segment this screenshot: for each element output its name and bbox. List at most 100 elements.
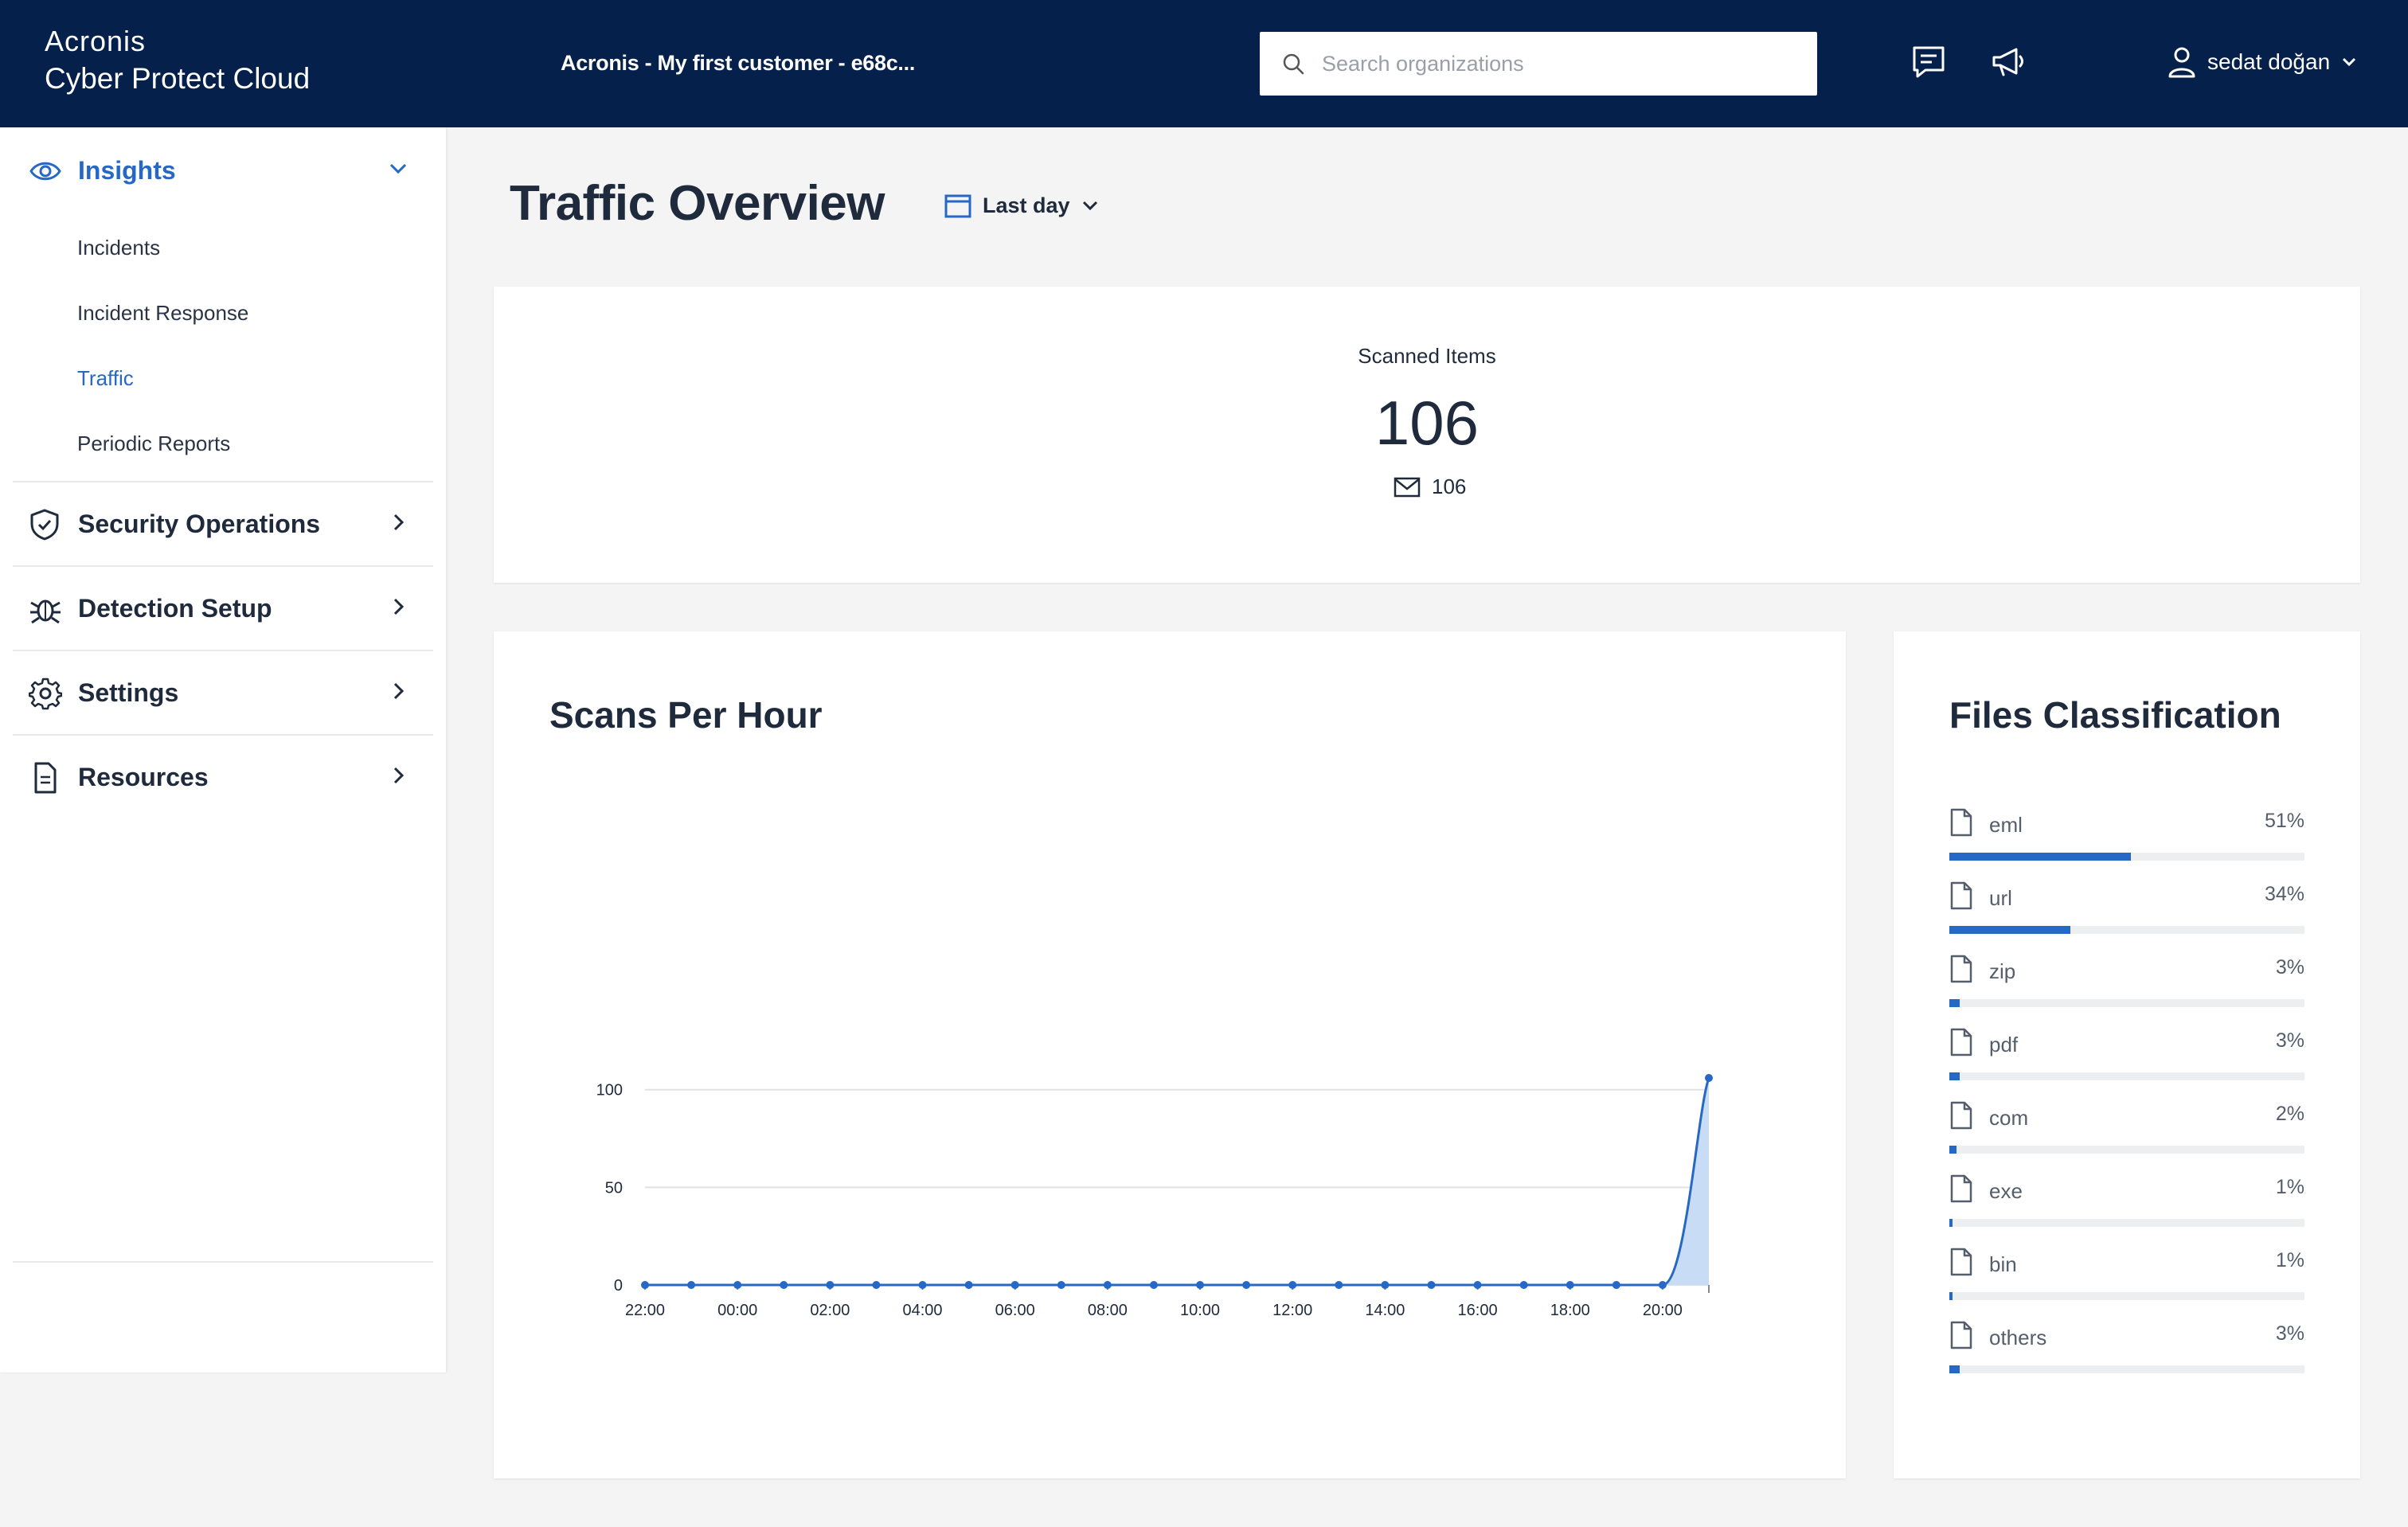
file-type-name: bin [1989, 1252, 2017, 1276]
user-name: sedat doğan [2207, 49, 2331, 74]
file-type-bar-fill [1949, 1072, 1960, 1080]
file-type-bar-track [1949, 999, 2304, 1007]
data-point [1519, 1281, 1528, 1289]
announcements-icon[interactable] [1991, 45, 2026, 80]
file-type-row: others 3% [1949, 1321, 2304, 1394]
sidebar-divider [13, 734, 433, 736]
file-type-bar-fill [1949, 853, 2131, 861]
file-icon [1950, 1321, 1972, 1349]
file-type-bar-track [1949, 1219, 2304, 1227]
file-type-row: eml 51% [1949, 808, 2304, 881]
chart-title: Scans Per Hour [549, 694, 823, 736]
y-tick-label: 50 [605, 1179, 623, 1197]
data-point [1566, 1281, 1574, 1289]
data-point [1335, 1281, 1343, 1289]
sidebar-group-settings[interactable]: Settings [13, 651, 433, 734]
sidebar-divider [13, 1261, 433, 1263]
data-point [1612, 1281, 1620, 1289]
file-type-name: pdf [1989, 1033, 2019, 1056]
file-type-bar-track [1949, 853, 2304, 861]
scans-per-hour-card: Scans Per Hour 0 50 100 22:00 00:00 02:00 04:0… [494, 631, 1846, 1478]
search-icon [1283, 53, 1304, 75]
brand-product: Cyber Protect Cloud [45, 62, 311, 95]
sidebar-item-periodic-reports[interactable]: Periodic Reports [77, 432, 231, 455]
x-tick-label: 08:00 [1088, 1302, 1128, 1319]
data-point [918, 1281, 927, 1289]
y-tick-label: 100 [596, 1082, 623, 1099]
file-type-name: url [1989, 886, 2012, 910]
chevron-right-icon [393, 767, 405, 784]
file-icon [1950, 1028, 1972, 1056]
user-icon [2168, 47, 2195, 78]
file-type-percent: 51% [2264, 810, 2304, 832]
x-tick-label: 02:00 [810, 1302, 850, 1319]
data-point [1473, 1281, 1482, 1289]
scanned-items-card: Scanned Items 106 106 [494, 287, 2360, 583]
file-icon [1950, 1101, 1972, 1130]
sidebar-item-incident-response[interactable]: Incident Response [77, 301, 249, 325]
file-type-percent: 1% [2275, 1249, 2304, 1271]
page-title: Traffic Overview [510, 176, 885, 231]
search-box[interactable] [1260, 32, 1817, 96]
file-type-bar-fill [1949, 1292, 1953, 1300]
data-point [1010, 1281, 1019, 1289]
series-line [645, 1077, 1710, 1287]
sidebar-group-detection-setup[interactable]: Detection Setup [13, 567, 433, 650]
file-icon [1950, 808, 1972, 837]
file-type-percent: 3% [2275, 1029, 2304, 1052]
data-point [1288, 1281, 1297, 1289]
file-icon [1950, 881, 1972, 910]
file-type-bar-track [1949, 1072, 2304, 1080]
top-bar: Acronis Cyber Protect Cloud Acronis - My… [0, 0, 2408, 127]
x-tick-label: 18:00 [1550, 1302, 1590, 1319]
sidebar-group-resources[interactable]: Resources [13, 736, 433, 818]
file-type-bar-track [1949, 1146, 2304, 1154]
data-point [1427, 1281, 1436, 1289]
x-tick-label: 14:00 [1365, 1302, 1405, 1319]
tenant-name[interactable]: Acronis - My first customer - e68c... [561, 51, 916, 75]
file-type-name: eml [1989, 813, 2023, 837]
data-point [964, 1281, 973, 1289]
sidebar-divider [13, 481, 433, 482]
sidebar-divider [13, 650, 433, 651]
data-point [687, 1281, 696, 1289]
scanned-email-count: 106 [1394, 475, 1466, 499]
file-type-bar-fill [1949, 1219, 1953, 1227]
search-input[interactable] [1322, 32, 1800, 96]
email-count-value: 106 [1432, 475, 1467, 498]
data-point [641, 1281, 649, 1289]
bug-icon [30, 599, 61, 624]
sidebar-group-label: Detection Setup [78, 593, 272, 623]
date-range-selector[interactable]: Last day [944, 193, 1099, 218]
x-tick-label: 16:00 [1458, 1302, 1498, 1319]
feedback-icon[interactable] [1911, 45, 1946, 80]
sidebar-group-insights[interactable]: Insights [13, 129, 433, 212]
x-tick-label: 12:00 [1272, 1302, 1312, 1319]
file-type-bar-fill [1949, 1146, 1956, 1154]
file-icon [1950, 1174, 1972, 1203]
data-point [1705, 1074, 1713, 1082]
sidebar: Insights Incidents Incident Response Tra… [0, 127, 446, 1373]
sidebar-item-traffic[interactable]: Traffic [77, 366, 134, 390]
file-type-bar-fill [1949, 1365, 1960, 1373]
file-type-name: exe [1989, 1179, 2023, 1203]
file-type-row: bin 1% [1949, 1248, 2304, 1321]
y-tick-label: 0 [614, 1277, 623, 1295]
file-type-row: exe 1% [1949, 1174, 2304, 1248]
brand-logo[interactable]: Acronis Cyber Protect Cloud [45, 27, 311, 95]
data-point [872, 1281, 881, 1289]
calendar-icon [944, 194, 971, 218]
x-tick-label: 04:00 [902, 1302, 942, 1319]
file-type-percent: 3% [2275, 956, 2304, 978]
data-point [1103, 1281, 1112, 1289]
shield-icon [30, 509, 59, 541]
files-title: Files Classification [1949, 694, 2281, 736]
file-type-name: others [1989, 1326, 2047, 1349]
file-type-row: com 2% [1949, 1101, 2304, 1174]
document-icon [34, 762, 57, 794]
files-classification-card: Files Classification eml 51% url 34% zip 3% pd… [1894, 631, 2360, 1478]
sidebar-item-incidents[interactable]: Incidents [77, 236, 161, 260]
x-tick-label: 00:00 [717, 1302, 757, 1319]
user-menu[interactable]: sedat doğan [2168, 46, 2357, 78]
sidebar-group-security-operations[interactable]: Security Operations [13, 482, 433, 565]
